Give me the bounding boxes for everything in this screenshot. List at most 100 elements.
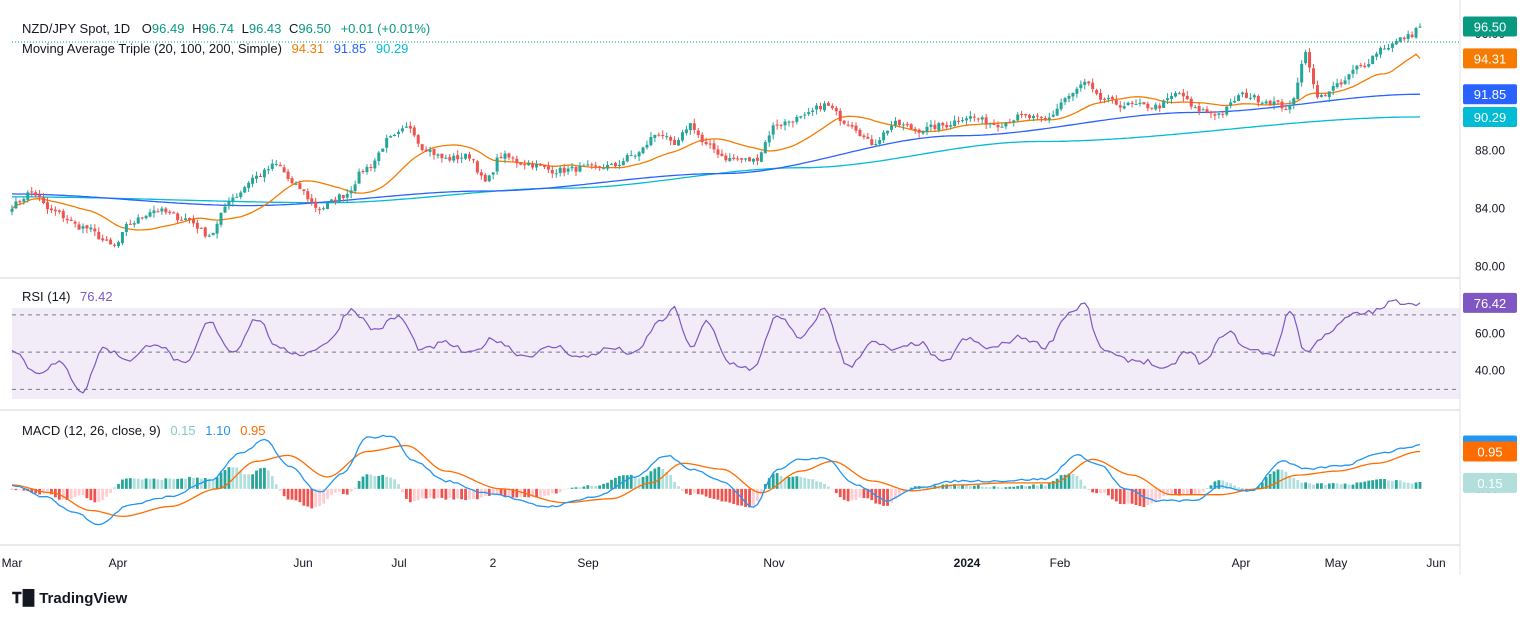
open-label: O <box>142 21 152 36</box>
candle <box>93 224 97 237</box>
candle <box>491 172 495 180</box>
candle <box>929 119 933 132</box>
histogram-bar <box>184 478 187 489</box>
histogram-bar <box>1067 473 1071 489</box>
candle <box>471 158 475 164</box>
histogram-bar <box>428 488 432 498</box>
candle <box>101 234 105 243</box>
histogram-bar <box>1323 484 1327 489</box>
candle <box>326 203 330 210</box>
candle <box>1016 111 1020 122</box>
candle <box>243 185 247 194</box>
candle <box>562 163 566 177</box>
candle <box>1308 48 1312 73</box>
tradingview-logo-icon: 𝐓 █ <box>12 589 34 607</box>
histogram-bar <box>862 488 866 499</box>
candle <box>1343 76 1347 85</box>
candle <box>211 232 215 236</box>
candle <box>874 139 878 147</box>
svg-text:Moving Average Triple (20, 100: Moving Average Triple (20, 100, 200, Sim… <box>22 41 408 56</box>
rsi-legend: RSI (14) 76.42 <box>22 289 113 304</box>
histogram-bar <box>657 466 661 489</box>
candle <box>1233 96 1237 104</box>
candle <box>613 161 617 169</box>
svg-text:94.31: 94.31 <box>1474 51 1507 66</box>
histogram-bar <box>858 488 862 498</box>
candle <box>1118 101 1122 113</box>
candle <box>1177 91 1181 95</box>
candle <box>830 103 834 111</box>
ma100-value: 91.85 <box>334 41 367 56</box>
histogram-bar <box>1020 485 1024 489</box>
candle <box>345 189 349 203</box>
candle <box>1047 112 1051 123</box>
candle <box>1146 101 1150 112</box>
candle <box>412 125 416 138</box>
histogram-bar <box>1410 483 1414 489</box>
histogram-bar <box>1213 481 1217 489</box>
price-tick-label: 80.00 <box>1475 260 1505 274</box>
histogram-bar <box>1008 486 1012 489</box>
histogram-bar <box>192 477 195 489</box>
svg-text:90.29: 90.29 <box>1474 110 1507 125</box>
histogram-bar <box>1118 488 1122 505</box>
candle <box>128 219 132 225</box>
candle <box>251 174 255 188</box>
histogram-bar <box>629 474 633 489</box>
candle <box>1071 92 1075 102</box>
histogram-bar <box>503 488 507 497</box>
histogram-bar <box>81 488 85 496</box>
time-tick-label: Mar <box>2 556 23 570</box>
candle <box>381 148 385 152</box>
histogram-bar <box>456 488 460 499</box>
candle <box>1185 90 1189 101</box>
histogram-bar <box>586 485 590 489</box>
candle <box>724 152 728 163</box>
histogram-bar <box>1075 475 1079 489</box>
candle <box>373 157 377 173</box>
histogram-bar <box>704 488 708 497</box>
histogram-bar <box>901 488 905 493</box>
high-label: H <box>192 21 201 36</box>
histogram-bar <box>1308 483 1311 489</box>
candle <box>799 115 803 119</box>
histogram-bar <box>511 488 515 498</box>
candle <box>105 235 109 242</box>
histogram-bar <box>850 488 854 501</box>
candle <box>1315 80 1319 99</box>
histogram-badge: 0.15 <box>1463 472 1517 493</box>
histogram-bar <box>890 488 893 503</box>
histogram-bar <box>326 488 329 499</box>
macd-legend: MACD (12, 26, close, 9) 0.15 1.10 0.95 <box>22 423 266 438</box>
histogram-bar <box>227 467 231 489</box>
histogram-bar <box>933 485 937 489</box>
time-tick-label: Apr <box>1232 556 1251 570</box>
candle <box>120 231 124 246</box>
candle <box>1043 115 1047 122</box>
candle <box>408 121 412 133</box>
histogram-bar <box>637 478 641 489</box>
candle <box>641 146 645 155</box>
histogram-bar <box>1320 483 1323 489</box>
candle <box>621 157 625 166</box>
candle <box>783 118 787 131</box>
candle <box>870 135 874 146</box>
candle <box>1398 37 1402 43</box>
candle <box>1039 115 1043 123</box>
low-label: L <box>242 21 249 36</box>
svg-text:91.85: 91.85 <box>1474 87 1507 102</box>
histogram-bar <box>1063 474 1067 489</box>
histogram-bar <box>614 477 617 489</box>
histogram-bar <box>61 488 65 500</box>
candle <box>1383 44 1387 50</box>
rsi-badge: 76.42 <box>1463 292 1517 313</box>
histogram-bar <box>984 487 988 489</box>
histogram-bar <box>1091 488 1095 493</box>
tradingview-brand[interactable]: 𝐓 █ TradingView <box>12 589 127 607</box>
histogram-bar <box>752 488 755 506</box>
candle <box>57 209 61 215</box>
candle <box>736 155 740 162</box>
candle <box>318 206 322 215</box>
candle <box>61 208 65 223</box>
